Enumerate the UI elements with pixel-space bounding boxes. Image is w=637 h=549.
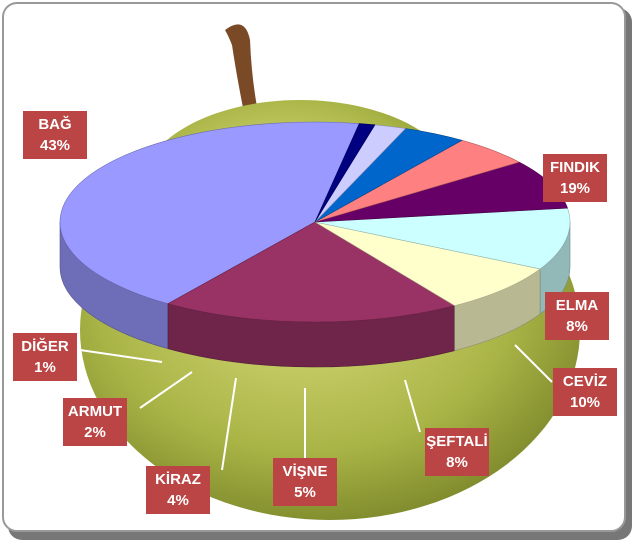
label-name: VİŞNE <box>282 463 327 480</box>
data-label: ŞEFTALİ 8% <box>425 428 489 476</box>
label-value: 5% <box>294 484 316 501</box>
leader-line <box>79 349 163 363</box>
pie-slice <box>59 121 360 305</box>
data-label: VİŞNE 5% <box>273 458 337 506</box>
pie-slice <box>314 221 541 306</box>
label-box <box>545 292 609 340</box>
label-value: 8% <box>566 318 588 335</box>
label-value: 2% <box>84 424 106 441</box>
label-name: ELMA <box>556 297 599 314</box>
pie-slice <box>167 221 456 323</box>
data-label: KİRAZ 4% <box>146 466 210 514</box>
label-value: 1% <box>34 359 56 376</box>
label-value: 8% <box>446 454 468 471</box>
leader-line <box>139 371 193 409</box>
pie-slice <box>314 207 571 270</box>
label-name: FINDIK <box>550 159 600 176</box>
label-name: DİĞER <box>21 337 69 355</box>
data-label: BAĞ 43% <box>23 111 87 159</box>
label-box <box>23 111 87 159</box>
pie <box>59 121 571 368</box>
label-name: ŞEFTALİ <box>426 433 487 450</box>
label-name: KİRAZ <box>155 471 201 488</box>
data-label: ELMA 8% <box>545 292 609 340</box>
labels: BAĞ 43% FINDIK 19% ELMA 8% CEVİZ 10% ŞEFTALİ 8% Vİ… <box>13 111 617 514</box>
label-value: 19% <box>560 180 590 197</box>
leader-line <box>514 344 553 383</box>
label-box <box>63 398 127 446</box>
label-name: BAĞ <box>38 115 71 133</box>
label-box <box>273 458 337 506</box>
data-label: ARMUT 2% <box>63 398 127 446</box>
label-value: 4% <box>167 492 189 509</box>
label-box <box>425 428 489 476</box>
label-box <box>13 333 77 381</box>
data-label: DİĞER 1% <box>13 333 77 381</box>
label-name: CEVİZ <box>563 373 607 390</box>
data-label: FINDIK 19% <box>543 154 607 202</box>
label-value: 10% <box>570 394 600 411</box>
label-box <box>553 368 617 416</box>
label-value: 43% <box>40 137 70 154</box>
pie-slice <box>314 123 376 223</box>
label-box <box>543 154 607 202</box>
label-box <box>146 466 210 514</box>
data-label: CEVİZ 10% <box>553 368 617 416</box>
leader-line <box>221 377 237 471</box>
leader-line <box>404 379 421 433</box>
label-name: ARMUT <box>68 403 122 420</box>
